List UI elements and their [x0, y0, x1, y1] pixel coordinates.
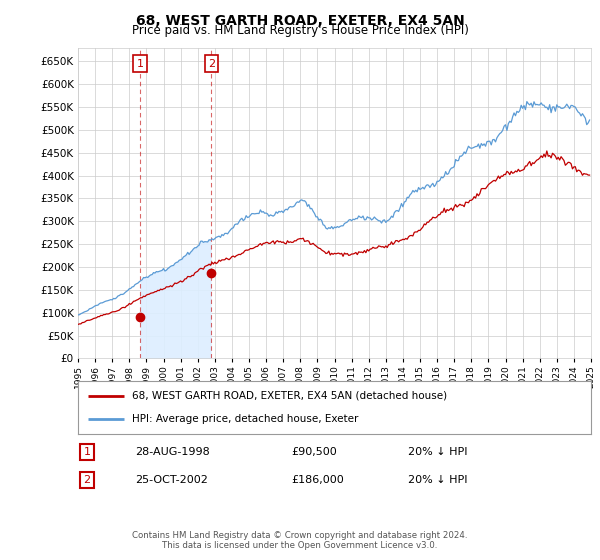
Text: 20% ↓ HPI: 20% ↓ HPI	[408, 447, 467, 457]
Text: 2: 2	[208, 59, 215, 68]
Text: 20% ↓ HPI: 20% ↓ HPI	[408, 475, 467, 485]
Text: 68, WEST GARTH ROAD, EXETER, EX4 5AN (detached house): 68, WEST GARTH ROAD, EXETER, EX4 5AN (de…	[132, 391, 447, 401]
Text: £90,500: £90,500	[291, 447, 337, 457]
Text: 28-AUG-1998: 28-AUG-1998	[135, 447, 210, 457]
Text: Contains HM Land Registry data © Crown copyright and database right 2024.
This d: Contains HM Land Registry data © Crown c…	[132, 530, 468, 550]
Text: £186,000: £186,000	[291, 475, 344, 485]
Text: Price paid vs. HM Land Registry's House Price Index (HPI): Price paid vs. HM Land Registry's House …	[131, 24, 469, 36]
Text: HPI: Average price, detached house, Exeter: HPI: Average price, detached house, Exet…	[132, 414, 358, 424]
Text: 1: 1	[83, 447, 91, 457]
Text: 25-OCT-2002: 25-OCT-2002	[135, 475, 208, 485]
Text: 1: 1	[136, 59, 143, 68]
Text: 68, WEST GARTH ROAD, EXETER, EX4 5AN: 68, WEST GARTH ROAD, EXETER, EX4 5AN	[136, 14, 464, 28]
Text: 2: 2	[83, 475, 91, 485]
